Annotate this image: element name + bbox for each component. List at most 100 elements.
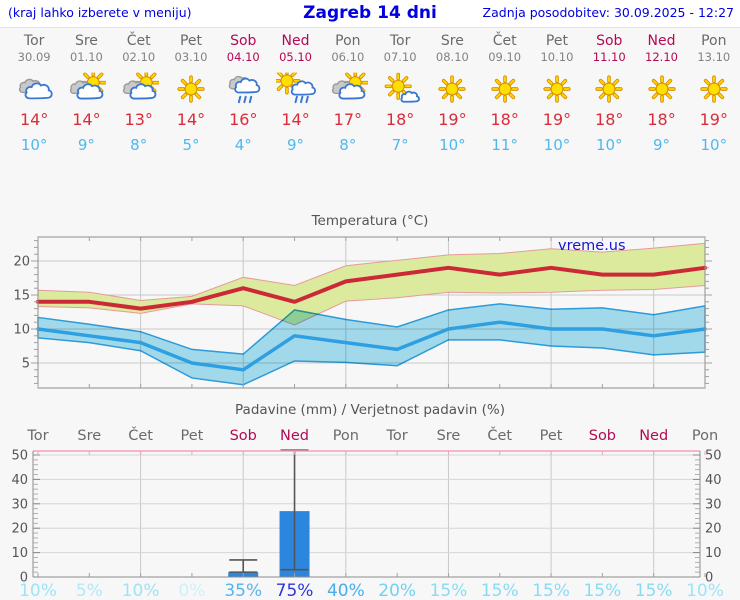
sunny-icon: [694, 72, 734, 106]
mostly-sunny-icon: [380, 72, 420, 106]
day-date-label: 02.10: [122, 50, 156, 64]
sunny-icon: [485, 72, 525, 106]
sun-rain-icon: [276, 72, 316, 106]
min-temp-label: 10°: [20, 136, 48, 154]
day-column[interactable]: Sob 11.10 18° 10°: [583, 28, 635, 156]
max-temp-label: 18°: [595, 110, 624, 129]
day-column[interactable]: Sre 01.10 14° 9°: [60, 28, 112, 156]
day-date-label: 10.10: [540, 50, 574, 64]
max-temp-label: 16°: [229, 110, 258, 129]
day-name-label: Pon: [335, 33, 361, 49]
precip-day-label: Ned: [280, 428, 309, 444]
max-temp-label: 14°: [176, 110, 206, 129]
max-temp-label: 13°: [124, 110, 153, 129]
precip-day-label: Tor: [26, 428, 48, 444]
min-temp-label: 4°: [234, 136, 252, 154]
max-temp-label: 19°: [438, 110, 467, 129]
cloudy-icon: [14, 72, 54, 106]
day-column[interactable]: Čet 02.10 13° 8°: [113, 28, 165, 156]
precip-probability-label: 15%: [635, 581, 673, 600]
precip-day-label: Pon: [333, 428, 359, 444]
day-date-label: 09.10: [488, 50, 522, 64]
min-temp-label: 10°: [595, 136, 623, 154]
day-date-label: 08.10: [435, 50, 469, 64]
day-name-label: Ned: [281, 33, 310, 49]
day-column[interactable]: Pet 03.10 14° 5°: [165, 28, 217, 156]
precip-probability-label: 40%: [327, 581, 365, 600]
precip-day-label: Pet: [181, 428, 204, 444]
day-column[interactable]: Ned 12.10 18° 9°: [635, 28, 687, 156]
page-title: Zagreb 14 dni: [303, 3, 437, 23]
location-menu-hint: (kraj lahko izberete v meniju): [8, 5, 192, 20]
precip-day-label: Sre: [437, 428, 461, 444]
day-column[interactable]: Sre 08.10 19° 10°: [426, 28, 478, 156]
day-name-label: Pet: [179, 33, 202, 49]
min-temp-label: 9°: [287, 136, 305, 154]
y-axis-tick-label: 50: [705, 449, 722, 464]
min-temp-line: [36, 320, 707, 372]
sunny-icon: [537, 72, 577, 106]
precip-probability-label: 10%: [19, 581, 57, 600]
max-temp-label: 14°: [72, 110, 101, 129]
max-temp-label: 14°: [281, 110, 310, 129]
precip-day-label: Sre: [77, 428, 101, 444]
day-column[interactable]: Pet 10.10 19° 10°: [531, 28, 583, 156]
precipitation-chart-title: Padavine (mm) / Verjetnost padavin (%): [235, 402, 505, 418]
day-date-label: 03.10: [174, 50, 208, 64]
precip-day-label: Pon: [692, 428, 718, 444]
max-temp-label: 19°: [542, 110, 572, 129]
day-column[interactable]: Sob 04.10 16° 4°: [217, 28, 269, 156]
temperature-chart-title: Temperatura (°C): [311, 213, 429, 229]
y-axis-tick-label: 0: [705, 571, 713, 586]
temperature-chart: 5 10 15 20 vreme.us: [13, 236, 712, 389]
precip-day-label: Tor: [386, 428, 408, 444]
min-temp-label: 8°: [339, 136, 357, 154]
sunny-icon: [171, 72, 211, 106]
day-date-label: 12.10: [645, 50, 678, 64]
precip-day-label: Pet: [540, 428, 563, 444]
y-axis-tick-label: 40: [11, 473, 28, 488]
precip-probability-label: 5%: [76, 581, 103, 600]
max-temp-label: 18°: [647, 110, 676, 129]
y-axis-tick-label: 5: [22, 357, 30, 372]
day-date-label: 13.10: [697, 50, 731, 64]
day-date-label: 07.10: [383, 50, 417, 64]
day-column[interactable]: Ned 05.10 14° 9°: [269, 28, 321, 156]
day-name-label: Sob: [596, 33, 623, 49]
day-date-label: 01.10: [69, 50, 103, 64]
day-column[interactable]: Tor 07.10 18° 7°: [374, 28, 426, 156]
precip-probability-label: 15%: [583, 581, 621, 600]
min-temp-label: 10°: [439, 136, 466, 154]
day-name-label: Čet: [126, 33, 151, 49]
sunny-icon: [589, 72, 629, 106]
day-column[interactable]: Pon 06.10 17° 8°: [322, 28, 374, 156]
max-temp-label: 18°: [490, 110, 519, 129]
y-axis-tick-label: 50: [11, 449, 28, 464]
y-axis-tick-label: 20: [11, 522, 28, 537]
day-column[interactable]: Pon 13.10 19° 10°: [688, 28, 740, 156]
precip-probability-label: 0%: [178, 581, 205, 600]
day-name-label: Tor: [389, 33, 411, 49]
y-axis-tick-label: 30: [11, 497, 28, 512]
day-column[interactable]: Tor 30.09 14° 10°: [8, 28, 60, 156]
min-temp-label: 8°: [130, 136, 148, 154]
day-date-label: 11.10: [592, 50, 626, 64]
max-temp-label: 14°: [19, 110, 49, 129]
day-name-label: Ned: [647, 33, 676, 49]
day-column[interactable]: Čet 09.10 18° 11°: [479, 28, 531, 156]
day-name-label: Sob: [230, 33, 257, 49]
y-axis-tick-label: 40: [705, 473, 722, 488]
partly-cloudy-icon: [328, 72, 368, 106]
min-temp-label: 9°: [652, 136, 671, 154]
precip-probability-label: 15%: [430, 581, 468, 600]
min-temp-label: 7°: [391, 136, 409, 154]
precip-day-label: Čet: [487, 426, 512, 444]
partly-cloudy-icon: [119, 72, 159, 106]
precip-probability-label: 15%: [481, 581, 519, 600]
precip-probability-label: 20%: [378, 581, 416, 600]
y-axis-tick-label: 20: [13, 255, 30, 270]
day-date-label: 06.10: [331, 50, 365, 64]
precip-day-label: Sob: [589, 428, 616, 444]
y-axis-tick-label: 30: [705, 497, 722, 512]
